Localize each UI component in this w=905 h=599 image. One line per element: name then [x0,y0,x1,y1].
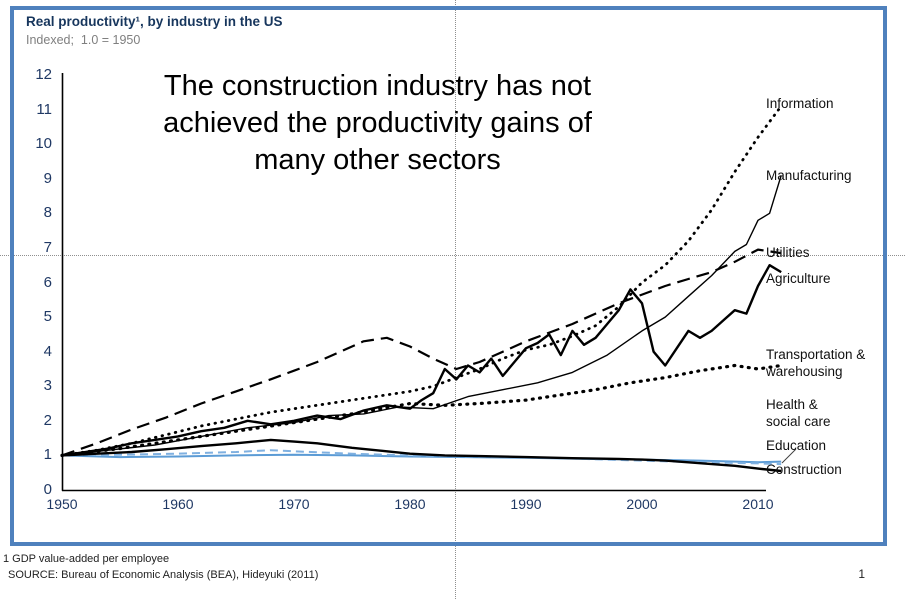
y-tick-label: 0 [43,481,52,498]
series-line-information [60,104,783,457]
annotation-line: many other sectors [254,144,501,176]
y-tick-label: 11 [36,100,52,118]
annotation-text: The construction industry has not achiev… [95,68,660,179]
series-label-construction: Construction [766,462,842,477]
y-tick-label: 1 [43,446,52,464]
series-label-health: Health & social care [766,397,831,429]
x-tick-label: 1990 [510,496,542,512]
y-tick-label: 12 [35,66,52,83]
page-number: 1 [858,567,865,581]
y-tick-label: 4 [43,342,52,360]
series-line-construction [61,438,782,473]
y-tick-label: 8 [43,204,52,222]
footnote: 1 GDP value-added per employee [3,553,170,565]
series-label-education: Education [766,438,827,453]
y-tick-label: 10 [35,135,52,153]
y-tick-label: 6 [43,273,52,291]
series-label-manufacturing: Manufacturing [766,168,852,183]
series-label-information: Information [766,96,834,111]
annotation-line: The construction industry has not [163,70,592,102]
x-tick-label: 1950 [46,496,78,512]
vertical-guide-line [455,0,456,599]
annotation-line: achieved the productivity gains of [163,107,592,139]
series-label-utilities: Utilities [766,245,810,260]
series-line-manufacturing [61,175,782,457]
y-tick-label: 7 [43,238,52,256]
source-note: SOURCE: Bureau of Economic Analysis (BEA… [8,569,319,581]
x-tick-label: 2000 [626,496,658,512]
x-tick-label: 1980 [394,496,426,512]
x-tick-label: 1970 [278,496,310,512]
x-tick-label: 1960 [162,496,194,512]
chart-title: Real productivity¹, by industry in the U… [26,14,283,29]
y-tick-label: 9 [43,169,52,187]
series-line-utilities [61,248,782,457]
chart-subtitle: Indexed; 1.0 = 1950 [26,33,141,47]
y-tick-label: 3 [43,377,52,395]
series-line-transportation [60,363,783,457]
x-tick-label: 2010 [742,496,774,512]
series-label-transportation: Transportation & warehousing [766,347,866,379]
y-tick-label: 5 [43,308,52,326]
series-label-agriculture: Agriculture [766,271,831,286]
y-tick-label: 2 [43,411,52,429]
horizontal-guide-line [0,255,905,256]
label-leader-line [781,448,797,464]
series-line-agriculture [61,264,782,457]
